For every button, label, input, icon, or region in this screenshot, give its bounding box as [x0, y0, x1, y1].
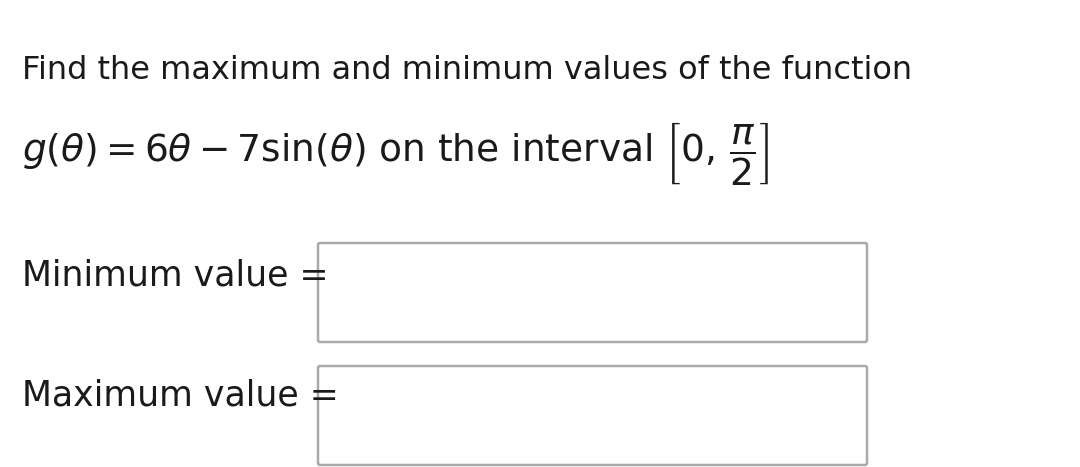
Text: Minimum value =: Minimum value = — [22, 258, 328, 292]
Text: Maximum value =: Maximum value = — [22, 378, 339, 412]
Text: Find the maximum and minimum values of the function: Find the maximum and minimum values of t… — [22, 55, 913, 86]
Text: $g(\theta) = 6\theta - 7\sin(\theta)$ on the interval $\left[0,\, \dfrac{\pi}{2}: $g(\theta) = 6\theta - 7\sin(\theta)$ on… — [22, 120, 769, 187]
FancyBboxPatch shape — [318, 243, 867, 342]
FancyBboxPatch shape — [318, 366, 867, 465]
